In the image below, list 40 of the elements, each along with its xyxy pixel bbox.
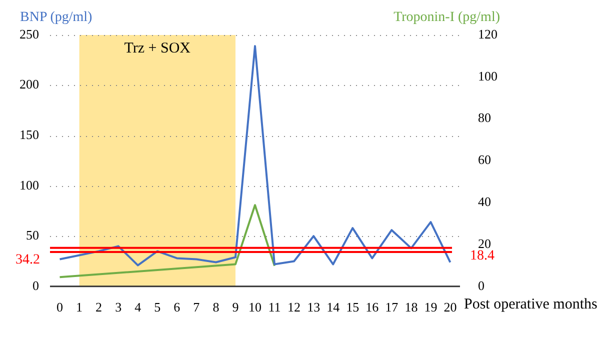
- ref-line-label: 34.2: [16, 252, 40, 268]
- x-tick-label: 19: [424, 300, 438, 315]
- x-tick-label: 3: [115, 300, 122, 315]
- y-tick-label: 150: [20, 126, 39, 142]
- x-tick-label: 5: [154, 300, 161, 315]
- y2-tick-label: 100: [478, 68, 498, 84]
- x-tick-label: 20: [444, 300, 457, 315]
- band-label: Trz + SOX: [124, 40, 191, 56]
- y2-tick-label: 60: [478, 152, 491, 168]
- x-tick-label: 7: [193, 300, 200, 315]
- x-tick-label: 2: [96, 300, 102, 315]
- x-tick-label: 15: [346, 300, 360, 315]
- y-tick-label: 50: [26, 228, 39, 243]
- x-tick-label: 1: [76, 300, 83, 315]
- x-tick-label: 8: [212, 300, 220, 315]
- y2-tick-label: 0: [478, 278, 484, 293]
- x-tick-label: 11: [268, 300, 281, 315]
- x-tick-label: 0: [56, 300, 64, 315]
- x-tick-label: 17: [385, 300, 399, 315]
- y2-tick-label: 40: [478, 194, 491, 210]
- y2-tick-label: 80: [478, 110, 491, 126]
- x-tick-label: 16: [366, 300, 380, 315]
- y-tick-label: 100: [20, 177, 39, 192]
- x-tick-label: 12: [288, 300, 301, 315]
- x-tick-label: 6: [174, 300, 181, 315]
- y2-tick-label: 20: [478, 236, 491, 251]
- y-tick-label: 200: [20, 76, 39, 92]
- y-tick-label: 0: [32, 278, 39, 293]
- ref-line-label: 18.4: [470, 248, 494, 264]
- x-tick-label: 18: [404, 300, 418, 315]
- x-tick-label: 9: [232, 300, 239, 315]
- y-tick-label: 250: [20, 26, 39, 42]
- y2-axis-title: Troponin-I (pg/ml): [394, 10, 500, 25]
- x-axis-title: Post operative months: [464, 296, 598, 312]
- y2-tick-label: 120: [478, 26, 498, 42]
- x-tick-label: 4: [134, 300, 142, 315]
- y-axis-title: BNP (pg/ml): [20, 10, 93, 25]
- x-tick-label: 13: [307, 300, 320, 315]
- x-tick-label: 10: [248, 300, 262, 315]
- x-tick-label: 14: [326, 300, 340, 315]
